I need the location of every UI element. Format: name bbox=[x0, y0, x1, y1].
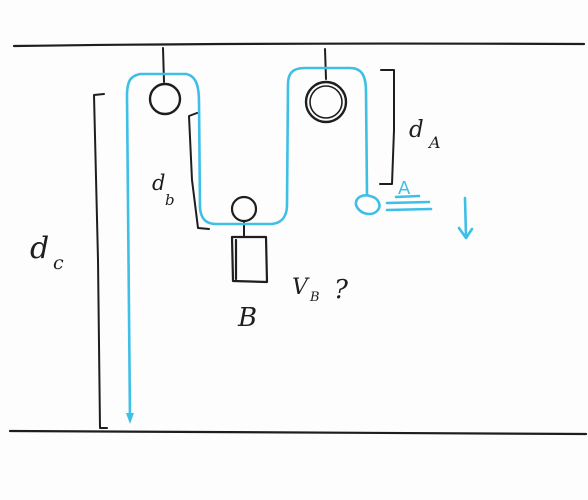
ceiling-line bbox=[12, 42, 586, 48]
pulley-2 bbox=[304, 80, 348, 124]
point-a-mass bbox=[354, 194, 381, 216]
down-arrow-head bbox=[457, 226, 474, 240]
pulley-2-hanger bbox=[324, 48, 327, 80]
rope-end-arrow bbox=[126, 413, 134, 424]
v-b-question: ? bbox=[334, 275, 349, 305]
v-b-label-v: V bbox=[292, 275, 310, 300]
d-a-label-a: A bbox=[427, 133, 441, 152]
pulley-1 bbox=[148, 82, 182, 116]
rope bbox=[125, 66, 369, 422]
block-b-label: B bbox=[237, 303, 257, 333]
down-arrow-shaft bbox=[463, 196, 468, 238]
d-a-label-d: d bbox=[409, 117, 424, 143]
point-a-label-underline bbox=[394, 194, 421, 199]
point-a-arrow-line-2 bbox=[385, 207, 433, 212]
floor-line bbox=[8, 429, 588, 436]
moving-pulley bbox=[230, 195, 258, 223]
d-c-label-c: c bbox=[53, 252, 64, 274]
block-b bbox=[230, 235, 269, 284]
v-b-label-b: B bbox=[309, 290, 320, 305]
d-c-bracket bbox=[93, 93, 108, 429]
pulley-1-hanger bbox=[162, 47, 165, 83]
pulley-2-inner-ring bbox=[309, 85, 343, 119]
d-b-bracket bbox=[188, 112, 210, 230]
d-b-label-d: d bbox=[152, 171, 165, 195]
point-a-arrow-line-1 bbox=[385, 200, 431, 205]
d-b-label-b: b bbox=[165, 191, 175, 209]
d-c-label-d: d bbox=[30, 231, 49, 266]
d-a-bracket bbox=[379, 69, 395, 185]
point-a-label: A bbox=[398, 178, 411, 199]
